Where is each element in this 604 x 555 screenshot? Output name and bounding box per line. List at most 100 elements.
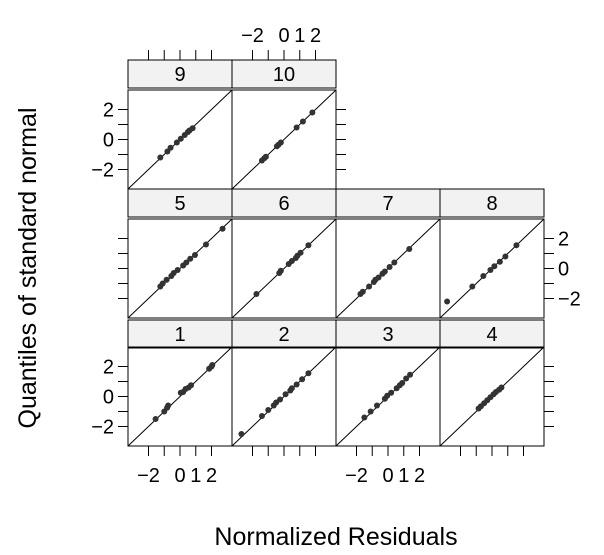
- y-axis-right-row2: −2 0 2: [544, 229, 581, 311]
- data-point: [361, 414, 368, 421]
- x-axis-title: Normalized Residuals: [214, 523, 457, 551]
- y-axis-left-row3: −2 0 2: [91, 100, 128, 182]
- data-point: [203, 241, 209, 248]
- data-point: [187, 255, 194, 262]
- data-point: [309, 109, 316, 116]
- y-axis-right-row3: [336, 109, 346, 170]
- data-point: [359, 288, 366, 295]
- y-axis-right-row1: [544, 366, 554, 427]
- x-tick-label: 1: [190, 465, 201, 487]
- data-point: [391, 259, 398, 266]
- x-tick-label: 2: [206, 465, 217, 487]
- panel-strip: [439, 188, 545, 218]
- x-axis-bottom-col4: [459, 446, 525, 456]
- x-tick-label: −2: [137, 465, 160, 487]
- panel-strip: [231, 59, 337, 89]
- data-point: [496, 258, 503, 265]
- data-point: [407, 371, 414, 378]
- data-point: [262, 153, 269, 160]
- y-tick-label: −2: [91, 160, 114, 182]
- panel-2: 2: [231, 319, 337, 447]
- data-point: [498, 384, 505, 391]
- y-tick-label: 2: [103, 100, 114, 122]
- data-point: [491, 263, 498, 270]
- panel-6: 6: [231, 188, 337, 319]
- x-axis-top-col2: −2 0 1 2: [241, 25, 321, 60]
- y-tick-label: 2: [558, 229, 569, 251]
- data-point: [253, 291, 260, 297]
- data-point: [502, 253, 509, 260]
- panel-strip-label: 7: [382, 193, 393, 215]
- data-point: [152, 416, 159, 422]
- data-point: [293, 381, 300, 388]
- panel-8: 8: [439, 188, 545, 319]
- panel-strip: [231, 188, 337, 218]
- panel-strip: [127, 188, 233, 218]
- y-axis-title: Quantiles of standard normal: [14, 107, 42, 428]
- y-axis-left-row2: [118, 238, 128, 299]
- data-point: [399, 380, 406, 386]
- panel-strip: [439, 319, 545, 349]
- panel-1: 1: [127, 319, 233, 447]
- data-point: [219, 225, 226, 232]
- data-point: [165, 402, 172, 409]
- x-tick-label: −2: [241, 25, 264, 47]
- data-point: [480, 273, 487, 279]
- data-point: [163, 276, 170, 283]
- data-point: [173, 139, 180, 146]
- data-point: [209, 362, 216, 368]
- data-point: [183, 259, 190, 266]
- data-point: [305, 242, 312, 249]
- data-point: [381, 268, 388, 275]
- data-point: [282, 391, 289, 398]
- x-axis-bottom-col2: [251, 446, 317, 456]
- y-tick-label: 0: [103, 387, 114, 409]
- data-point: [159, 280, 166, 287]
- data-point: [406, 246, 413, 252]
- data-point: [487, 267, 494, 273]
- panel-3: 3: [335, 319, 441, 447]
- panel-strip-label: 1: [174, 324, 185, 346]
- data-point: [513, 242, 520, 249]
- data-point: [293, 124, 300, 131]
- panel-strip-label: 3: [382, 324, 393, 346]
- data-point: [299, 376, 306, 383]
- panel-7: 7: [335, 188, 441, 319]
- x-tick-label: −2: [345, 465, 368, 487]
- data-point: [367, 408, 374, 415]
- panel-4: 4: [439, 319, 545, 447]
- data-point: [444, 298, 451, 305]
- reference-line: [127, 346, 233, 447]
- data-point: [189, 125, 196, 132]
- data-point: [277, 267, 284, 274]
- x-tick-label: 0: [382, 465, 393, 487]
- data-point: [469, 283, 476, 290]
- y-tick-label: −2: [558, 289, 581, 311]
- data-point: [258, 413, 265, 419]
- panel-strip-label: 2: [278, 324, 289, 346]
- data-point: [167, 144, 174, 151]
- x-tick-label: 0: [278, 25, 289, 47]
- y-axis-left-row1: −2 0 2: [91, 357, 128, 439]
- panel-strip-label: 4: [486, 324, 497, 346]
- panel-5: 5: [127, 188, 233, 319]
- data-point: [157, 154, 164, 161]
- x-axis-bottom-col1: −2 0 1 2: [137, 446, 217, 487]
- panel-strip: [335, 319, 441, 349]
- panel-strip: [335, 188, 441, 218]
- reference-line: [231, 218, 337, 319]
- y-tick-label: 0: [103, 130, 114, 152]
- y-tick-label: 2: [103, 357, 114, 379]
- x-axis-bottom-col3: −2 0 1 2: [345, 446, 425, 487]
- data-point: [386, 264, 393, 270]
- reference-line: [231, 89, 337, 190]
- panel-9: 9: [127, 59, 233, 190]
- x-tick-label: 2: [414, 465, 425, 487]
- data-point: [373, 402, 380, 409]
- data-point: [277, 396, 284, 403]
- data-point: [238, 431, 245, 437]
- x-tick-label: 1: [398, 465, 409, 487]
- x-tick-label: 1: [294, 25, 305, 47]
- x-tick-label: 2: [310, 25, 321, 47]
